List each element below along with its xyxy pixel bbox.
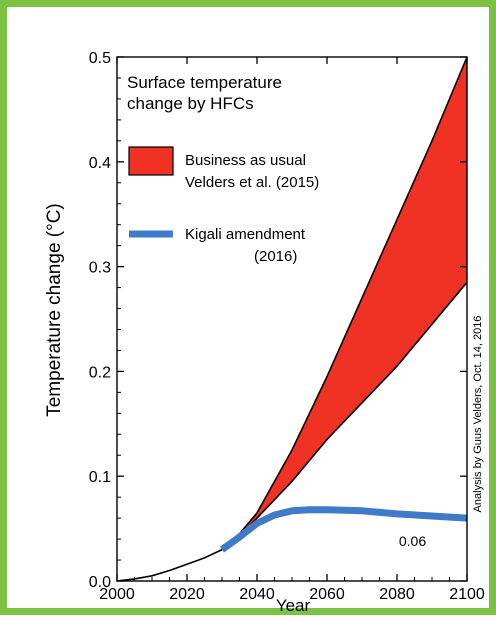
y-axis-label: Temperature change (°C) xyxy=(44,203,65,417)
x-tick-label: 2080 xyxy=(379,586,415,603)
chart-title-line-1: Surface temperature xyxy=(127,73,282,92)
band-upper-edge xyxy=(221,56,468,551)
y-tick-label: 0.3 xyxy=(89,260,111,277)
y-tick-label: 0.5 xyxy=(89,50,111,67)
y-tick-label: 0.2 xyxy=(89,364,111,381)
x-tick-label: 2100 xyxy=(449,586,485,603)
legend-label-kigali-amendment-line-1: Kigali amendment xyxy=(185,226,306,243)
legend-label-business-as-usual-line-2: Velders et al. (2015) xyxy=(185,174,319,191)
legend: Business as usual Velders et al. (2015) … xyxy=(128,146,319,265)
legend-label-kigali-amendment-line-2: (2016) xyxy=(254,248,297,265)
legend-swatch-business-as-usual xyxy=(128,146,174,176)
chart: 0.06 2000 2020 2040 2060 2080 2100 0.0 0.1 0.2 0.… xyxy=(44,50,485,615)
credit-text: Analysis by Guus Velders, Oct. 14, 2016 xyxy=(472,316,484,513)
y-tick-label: 0.1 xyxy=(89,469,111,486)
line-kigali-amendment xyxy=(219,506,468,553)
historical-line xyxy=(116,548,223,582)
chart-title-line-2: change by HFCs xyxy=(127,94,254,113)
y-tick-label: 0.4 xyxy=(89,155,111,172)
x-tick-label: 2040 xyxy=(239,586,275,603)
axes: 2000 2020 2040 2060 2080 2100 0.0 0.1 0.2 0.3 0.4 0… xyxy=(89,50,485,603)
y-tick-label: 0.0 xyxy=(89,574,111,591)
x-tick-label: 2000 xyxy=(99,586,135,603)
legend-label-business-as-usual-line-1: Business as usual xyxy=(185,152,306,169)
x-tick-label: 2020 xyxy=(169,586,205,603)
band-business-as-usual xyxy=(222,57,467,550)
x-tick-label: 2060 xyxy=(309,586,345,603)
annotation-label: 0.06 xyxy=(399,533,426,549)
plot-area: 0.06 xyxy=(116,56,468,582)
x-axis-label: Year xyxy=(276,596,311,615)
